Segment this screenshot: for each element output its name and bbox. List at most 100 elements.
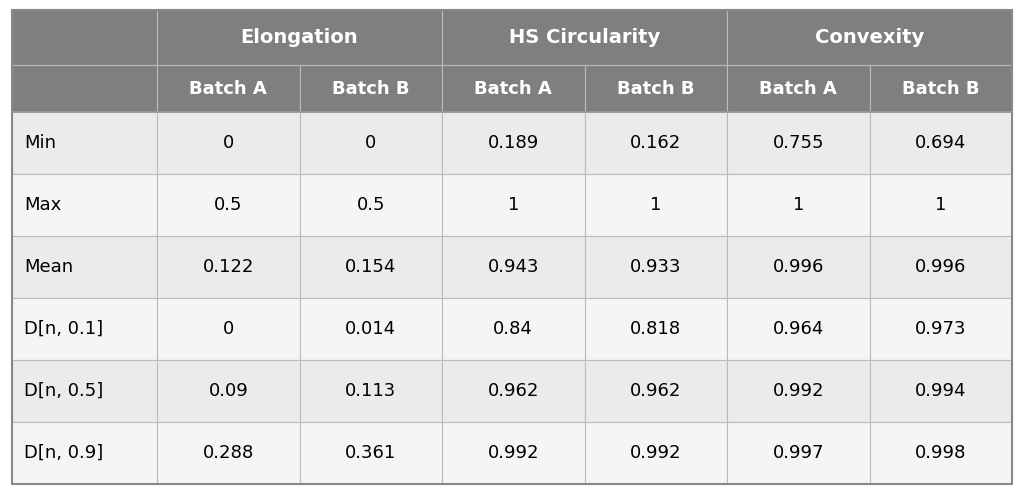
Text: 0.162: 0.162 <box>630 134 681 152</box>
Bar <box>442 298 585 360</box>
Bar <box>442 174 585 236</box>
Bar <box>869 360 1012 422</box>
Text: 0.694: 0.694 <box>915 134 967 152</box>
Bar <box>157 360 299 422</box>
Bar <box>585 298 727 360</box>
Bar <box>299 236 442 298</box>
Bar <box>12 236 157 298</box>
Text: 0.943: 0.943 <box>487 258 539 276</box>
Bar <box>299 422 442 484</box>
Text: 0.5: 0.5 <box>356 196 385 214</box>
Bar <box>585 422 727 484</box>
Text: 0.962: 0.962 <box>630 382 681 400</box>
Bar <box>869 422 1012 484</box>
Text: 0.964: 0.964 <box>772 320 824 338</box>
Text: 0.189: 0.189 <box>487 134 539 152</box>
Bar <box>869 174 1012 236</box>
Text: Batch A: Batch A <box>474 79 552 97</box>
Text: Mean: Mean <box>24 258 73 276</box>
Bar <box>157 174 299 236</box>
Bar <box>299 174 442 236</box>
Bar <box>299 298 442 360</box>
Bar <box>12 65 157 112</box>
Bar <box>585 174 727 236</box>
Bar <box>727 112 869 174</box>
Bar <box>869 236 1012 298</box>
Bar <box>727 360 869 422</box>
Bar <box>157 298 299 360</box>
Bar <box>12 174 157 236</box>
Text: Batch B: Batch B <box>332 79 410 97</box>
Bar <box>869 112 1012 174</box>
Bar <box>585 112 727 174</box>
Text: 1: 1 <box>793 196 804 214</box>
Text: D[n, 0.5]: D[n, 0.5] <box>24 382 103 400</box>
Text: 0: 0 <box>366 134 377 152</box>
Text: 1: 1 <box>650 196 662 214</box>
Text: 1: 1 <box>508 196 519 214</box>
Text: 0.755: 0.755 <box>772 134 824 152</box>
Bar <box>727 298 869 360</box>
Bar <box>727 65 869 112</box>
Text: 0.933: 0.933 <box>630 258 682 276</box>
Bar <box>727 10 1012 65</box>
Text: 0.973: 0.973 <box>915 320 967 338</box>
Bar <box>442 236 585 298</box>
Text: 0.992: 0.992 <box>630 444 682 462</box>
Text: 0.113: 0.113 <box>345 382 396 400</box>
Bar <box>12 10 157 65</box>
Text: 0.996: 0.996 <box>915 258 967 276</box>
Bar <box>442 360 585 422</box>
Bar <box>157 422 299 484</box>
Text: 0.361: 0.361 <box>345 444 396 462</box>
Text: Elongation: Elongation <box>241 28 358 47</box>
Text: 0.996: 0.996 <box>772 258 824 276</box>
Text: 0.288: 0.288 <box>203 444 254 462</box>
Text: 0.818: 0.818 <box>630 320 681 338</box>
Text: 0.998: 0.998 <box>915 444 967 462</box>
Bar <box>157 10 442 65</box>
Text: 0.992: 0.992 <box>487 444 539 462</box>
Text: Batch B: Batch B <box>902 79 980 97</box>
Text: D[n, 0.9]: D[n, 0.9] <box>24 444 103 462</box>
Text: 0.5: 0.5 <box>214 196 243 214</box>
Bar <box>12 422 157 484</box>
Text: Convexity: Convexity <box>815 28 924 47</box>
Bar <box>727 422 869 484</box>
Bar <box>442 112 585 174</box>
Bar <box>12 298 157 360</box>
Bar <box>869 298 1012 360</box>
Text: Batch A: Batch A <box>760 79 838 97</box>
Bar <box>585 236 727 298</box>
Text: Batch B: Batch B <box>617 79 694 97</box>
Text: 0: 0 <box>222 134 233 152</box>
Text: 0.09: 0.09 <box>208 382 248 400</box>
Bar <box>157 112 299 174</box>
Bar <box>442 422 585 484</box>
Bar <box>299 360 442 422</box>
Bar <box>157 236 299 298</box>
Bar <box>157 65 299 112</box>
Text: Max: Max <box>24 196 61 214</box>
Text: 0.154: 0.154 <box>345 258 396 276</box>
Text: 0.997: 0.997 <box>772 444 824 462</box>
Text: Min: Min <box>24 134 56 152</box>
Text: 0.994: 0.994 <box>915 382 967 400</box>
Text: 0.014: 0.014 <box>345 320 396 338</box>
Bar <box>869 65 1012 112</box>
Bar <box>442 65 585 112</box>
Text: D[n, 0.1]: D[n, 0.1] <box>24 320 103 338</box>
Bar <box>299 65 442 112</box>
Text: 0.84: 0.84 <box>494 320 534 338</box>
Text: HS Circularity: HS Circularity <box>509 28 660 47</box>
Text: 0.992: 0.992 <box>772 382 824 400</box>
Bar <box>727 236 869 298</box>
Text: Batch A: Batch A <box>189 79 267 97</box>
Text: 1: 1 <box>935 196 946 214</box>
Bar <box>585 360 727 422</box>
Bar <box>12 112 157 174</box>
Bar <box>442 10 727 65</box>
Bar <box>585 65 727 112</box>
Text: 0: 0 <box>222 320 233 338</box>
Bar <box>299 112 442 174</box>
